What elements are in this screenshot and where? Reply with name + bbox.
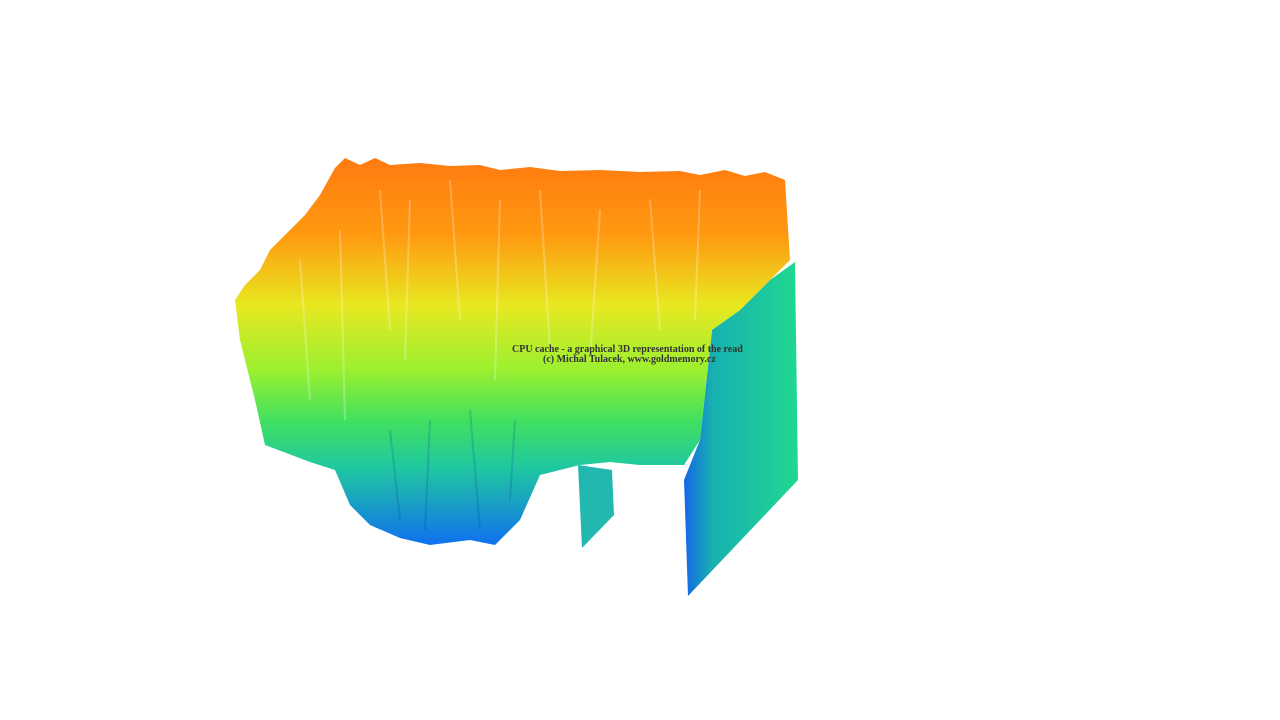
right-panel bbox=[684, 262, 798, 596]
main-surface bbox=[235, 158, 790, 545]
caption-line1: CPU cache - a graphical 3D representatio… bbox=[512, 344, 743, 355]
texture bbox=[299, 179, 701, 421]
strip bbox=[578, 465, 614, 548]
surface bbox=[235, 158, 798, 596]
caption-line2: (c) Michal Tulacek, www.goldmemory.cz bbox=[543, 354, 716, 365]
texture-dark bbox=[389, 409, 516, 531]
